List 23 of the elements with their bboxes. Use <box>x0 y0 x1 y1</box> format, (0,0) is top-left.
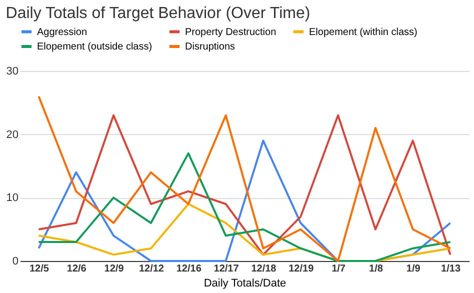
x-tick-label: 12/5 <box>29 264 50 274</box>
x-tick-label: 12/6 <box>66 264 87 274</box>
x-tick-label: 1/9 <box>406 264 421 274</box>
legend-label: Disruptions <box>185 42 236 52</box>
x-tick-label: 1/7 <box>332 264 346 274</box>
x-tick-label: 1/8 <box>369 264 384 274</box>
x-tick-label: 12/19 <box>288 264 314 274</box>
x-tick-label: 12/12 <box>138 264 164 274</box>
y-tick-label: 30 <box>6 66 18 78</box>
x-tick-label: 12/18 <box>251 264 277 274</box>
x-axis-title: Daily Totals/Date <box>204 278 286 290</box>
y-tick-label: 10 <box>6 192 18 204</box>
chart-title: Daily Totals of Target Behavior (Over Time) <box>6 5 310 22</box>
legend-label: Elopement (outside class) <box>37 42 152 52</box>
x-tick-label: 1/13 <box>441 264 461 274</box>
legend-label: Elopement (within class) <box>309 26 418 38</box>
x-tick-label: 12/9 <box>104 264 124 274</box>
legend-label: Property Destruction <box>185 26 276 38</box>
x-tick-label: 12/16 <box>176 264 202 274</box>
y-tick-label: 20 <box>6 128 18 141</box>
legend-label: Aggression <box>37 26 88 38</box>
x-tick-label: 12/17 <box>214 264 240 274</box>
y-tick-label: 0 <box>12 256 18 268</box>
